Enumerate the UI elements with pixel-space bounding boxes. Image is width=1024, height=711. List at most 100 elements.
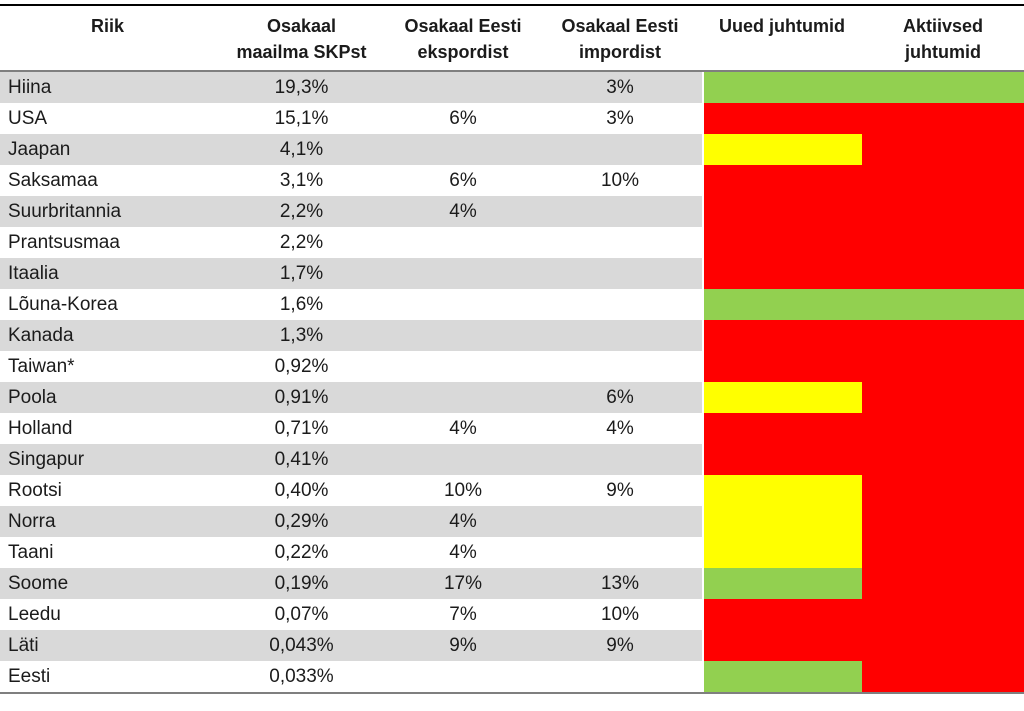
import-share-cell: 3% <box>606 108 634 129</box>
column-header-5: Uued juhtumid <box>702 6 862 70</box>
country-cell: Taiwan* <box>8 356 75 377</box>
gdp-share-cell: 0,043% <box>215 630 388 661</box>
table-row: Singapur 0,41% <box>0 444 1024 475</box>
gdp-share-cell: 0,22% <box>274 542 329 563</box>
country-cell: Soome <box>0 568 215 599</box>
new-cases-status-cell <box>702 444 862 475</box>
import-share-cell <box>538 258 702 289</box>
import-share-cell: 10% <box>600 604 640 625</box>
table-row: Holland 0,71% 4% 4% <box>0 413 1024 444</box>
country-cell: Eesti <box>8 666 51 687</box>
gdp-share-cell: 0,41% <box>215 444 388 475</box>
export-share-cell <box>388 444 538 475</box>
import-share-cell <box>538 506 702 537</box>
table-row: Itaalia 1,7% <box>0 258 1024 289</box>
new-cases-status-cell <box>702 475 862 506</box>
column-header-6: Aktiivsed juhtumid <box>862 6 1024 70</box>
gdp-share-cell: 1,3% <box>215 320 388 351</box>
new-cases-status-cell <box>702 661 862 692</box>
active-cases-status-cell <box>862 351 1024 382</box>
active-cases-status-cell <box>862 537 1024 568</box>
column-header-3: Osakaal Eesti ekspordist <box>388 6 538 70</box>
country-cell: Itaalia <box>0 258 215 289</box>
active-cases-status-cell <box>862 475 1024 506</box>
new-cases-status-cell <box>702 506 862 537</box>
new-cases-status-cell <box>702 196 862 227</box>
country-cell: Hiina <box>0 72 215 103</box>
export-share-cell: 7% <box>449 604 477 625</box>
table-row: Poola 0,91% 6% <box>0 382 1024 413</box>
table-row: Hiina 19,3% 3% <box>0 72 1024 103</box>
country-cell: Lõuna-Korea <box>8 294 118 315</box>
import-share-cell: 9% <box>538 630 702 661</box>
gdp-share-cell: 3,1% <box>279 170 324 191</box>
country-cell: Suurbritannia <box>0 196 215 227</box>
import-share-cell: 3% <box>538 72 702 103</box>
column-header-2: Osakaal maailma SKPst <box>215 6 388 70</box>
gdp-share-cell: 0,91% <box>215 382 388 413</box>
table-row: Kanada 1,3% <box>0 320 1024 351</box>
table-row: Soome 0,19% 17% 13% <box>0 568 1024 599</box>
new-cases-status-cell <box>702 258 862 289</box>
table-row: Saksamaa 3,1% 6% 10% <box>0 165 1024 196</box>
active-cases-status-cell <box>862 165 1024 196</box>
import-share-cell <box>538 537 702 568</box>
active-cases-status-cell <box>862 599 1024 630</box>
active-cases-status-cell <box>862 382 1024 413</box>
active-cases-status-cell <box>862 134 1024 165</box>
gdp-share-cell: 15,1% <box>274 108 329 129</box>
column-header-label: Osakaal maailma SKPst <box>236 16 367 62</box>
new-cases-status-cell <box>702 630 862 661</box>
import-share-cell: 9% <box>606 480 634 501</box>
import-share-cell <box>538 444 702 475</box>
country-cell: USA <box>8 108 48 129</box>
column-header-label: Osakaal Eesti impordist <box>561 16 679 62</box>
table-row: Läti 0,043% 9% 9% <box>0 630 1024 661</box>
export-share-cell: 4% <box>449 418 477 439</box>
active-cases-status-cell <box>862 320 1024 351</box>
gdp-share-cell: 0,033% <box>269 666 334 687</box>
export-share-cell: 4% <box>388 196 538 227</box>
country-cell: Jaapan <box>0 134 215 165</box>
export-share-cell <box>388 134 538 165</box>
country-cell: Poola <box>0 382 215 413</box>
export-share-cell <box>388 661 538 692</box>
new-cases-status-cell <box>702 351 862 382</box>
column-header-label: Aktiivsed juhtumid <box>902 16 984 62</box>
gdp-share-cell: 2,2% <box>215 196 388 227</box>
import-share-cell: 6% <box>538 382 702 413</box>
import-share-cell <box>538 661 702 692</box>
gdp-share-cell: 4,1% <box>215 134 388 165</box>
country-cell: Singapur <box>0 444 215 475</box>
gdp-share-cell: 19,3% <box>215 72 388 103</box>
country-cell: Kanada <box>0 320 215 351</box>
new-cases-status-cell <box>702 289 862 320</box>
active-cases-status-cell <box>862 103 1024 134</box>
country-cell: Leedu <box>8 604 61 625</box>
active-cases-status-cell <box>862 227 1024 258</box>
import-share-cell: 10% <box>600 170 640 191</box>
new-cases-status-cell <box>702 165 862 196</box>
table-row: Prantsusmaa 2,2% <box>0 227 1024 258</box>
new-cases-status-cell <box>702 599 862 630</box>
new-cases-status-cell <box>702 103 862 134</box>
table-row: Taiwan* 0,92% <box>0 351 1024 382</box>
table-row: Norra 0,29% 4% <box>0 506 1024 537</box>
export-share-cell: 4% <box>388 506 538 537</box>
export-share-cell: 17% <box>388 568 538 599</box>
table-row: Rootsi 0,40% 10% 9% <box>0 475 1024 506</box>
gdp-share-cell: 0,07% <box>274 604 329 625</box>
import-share-cell <box>538 289 702 320</box>
gdp-share-cell: 2,2% <box>279 232 324 253</box>
column-header-label: Riik <box>90 16 124 36</box>
export-share-cell: 6% <box>449 108 477 129</box>
active-cases-status-cell <box>862 196 1024 227</box>
active-cases-status-cell <box>862 289 1024 320</box>
table-header: Riik Osakaal maailma SKPst Osakaal Eesti e… <box>0 6 1024 72</box>
gdp-share-cell: 1,7% <box>215 258 388 289</box>
export-share-cell: 9% <box>388 630 538 661</box>
import-share-cell <box>538 134 702 165</box>
active-cases-status-cell <box>862 661 1024 692</box>
active-cases-status-cell <box>862 72 1024 103</box>
new-cases-status-cell <box>702 134 862 165</box>
